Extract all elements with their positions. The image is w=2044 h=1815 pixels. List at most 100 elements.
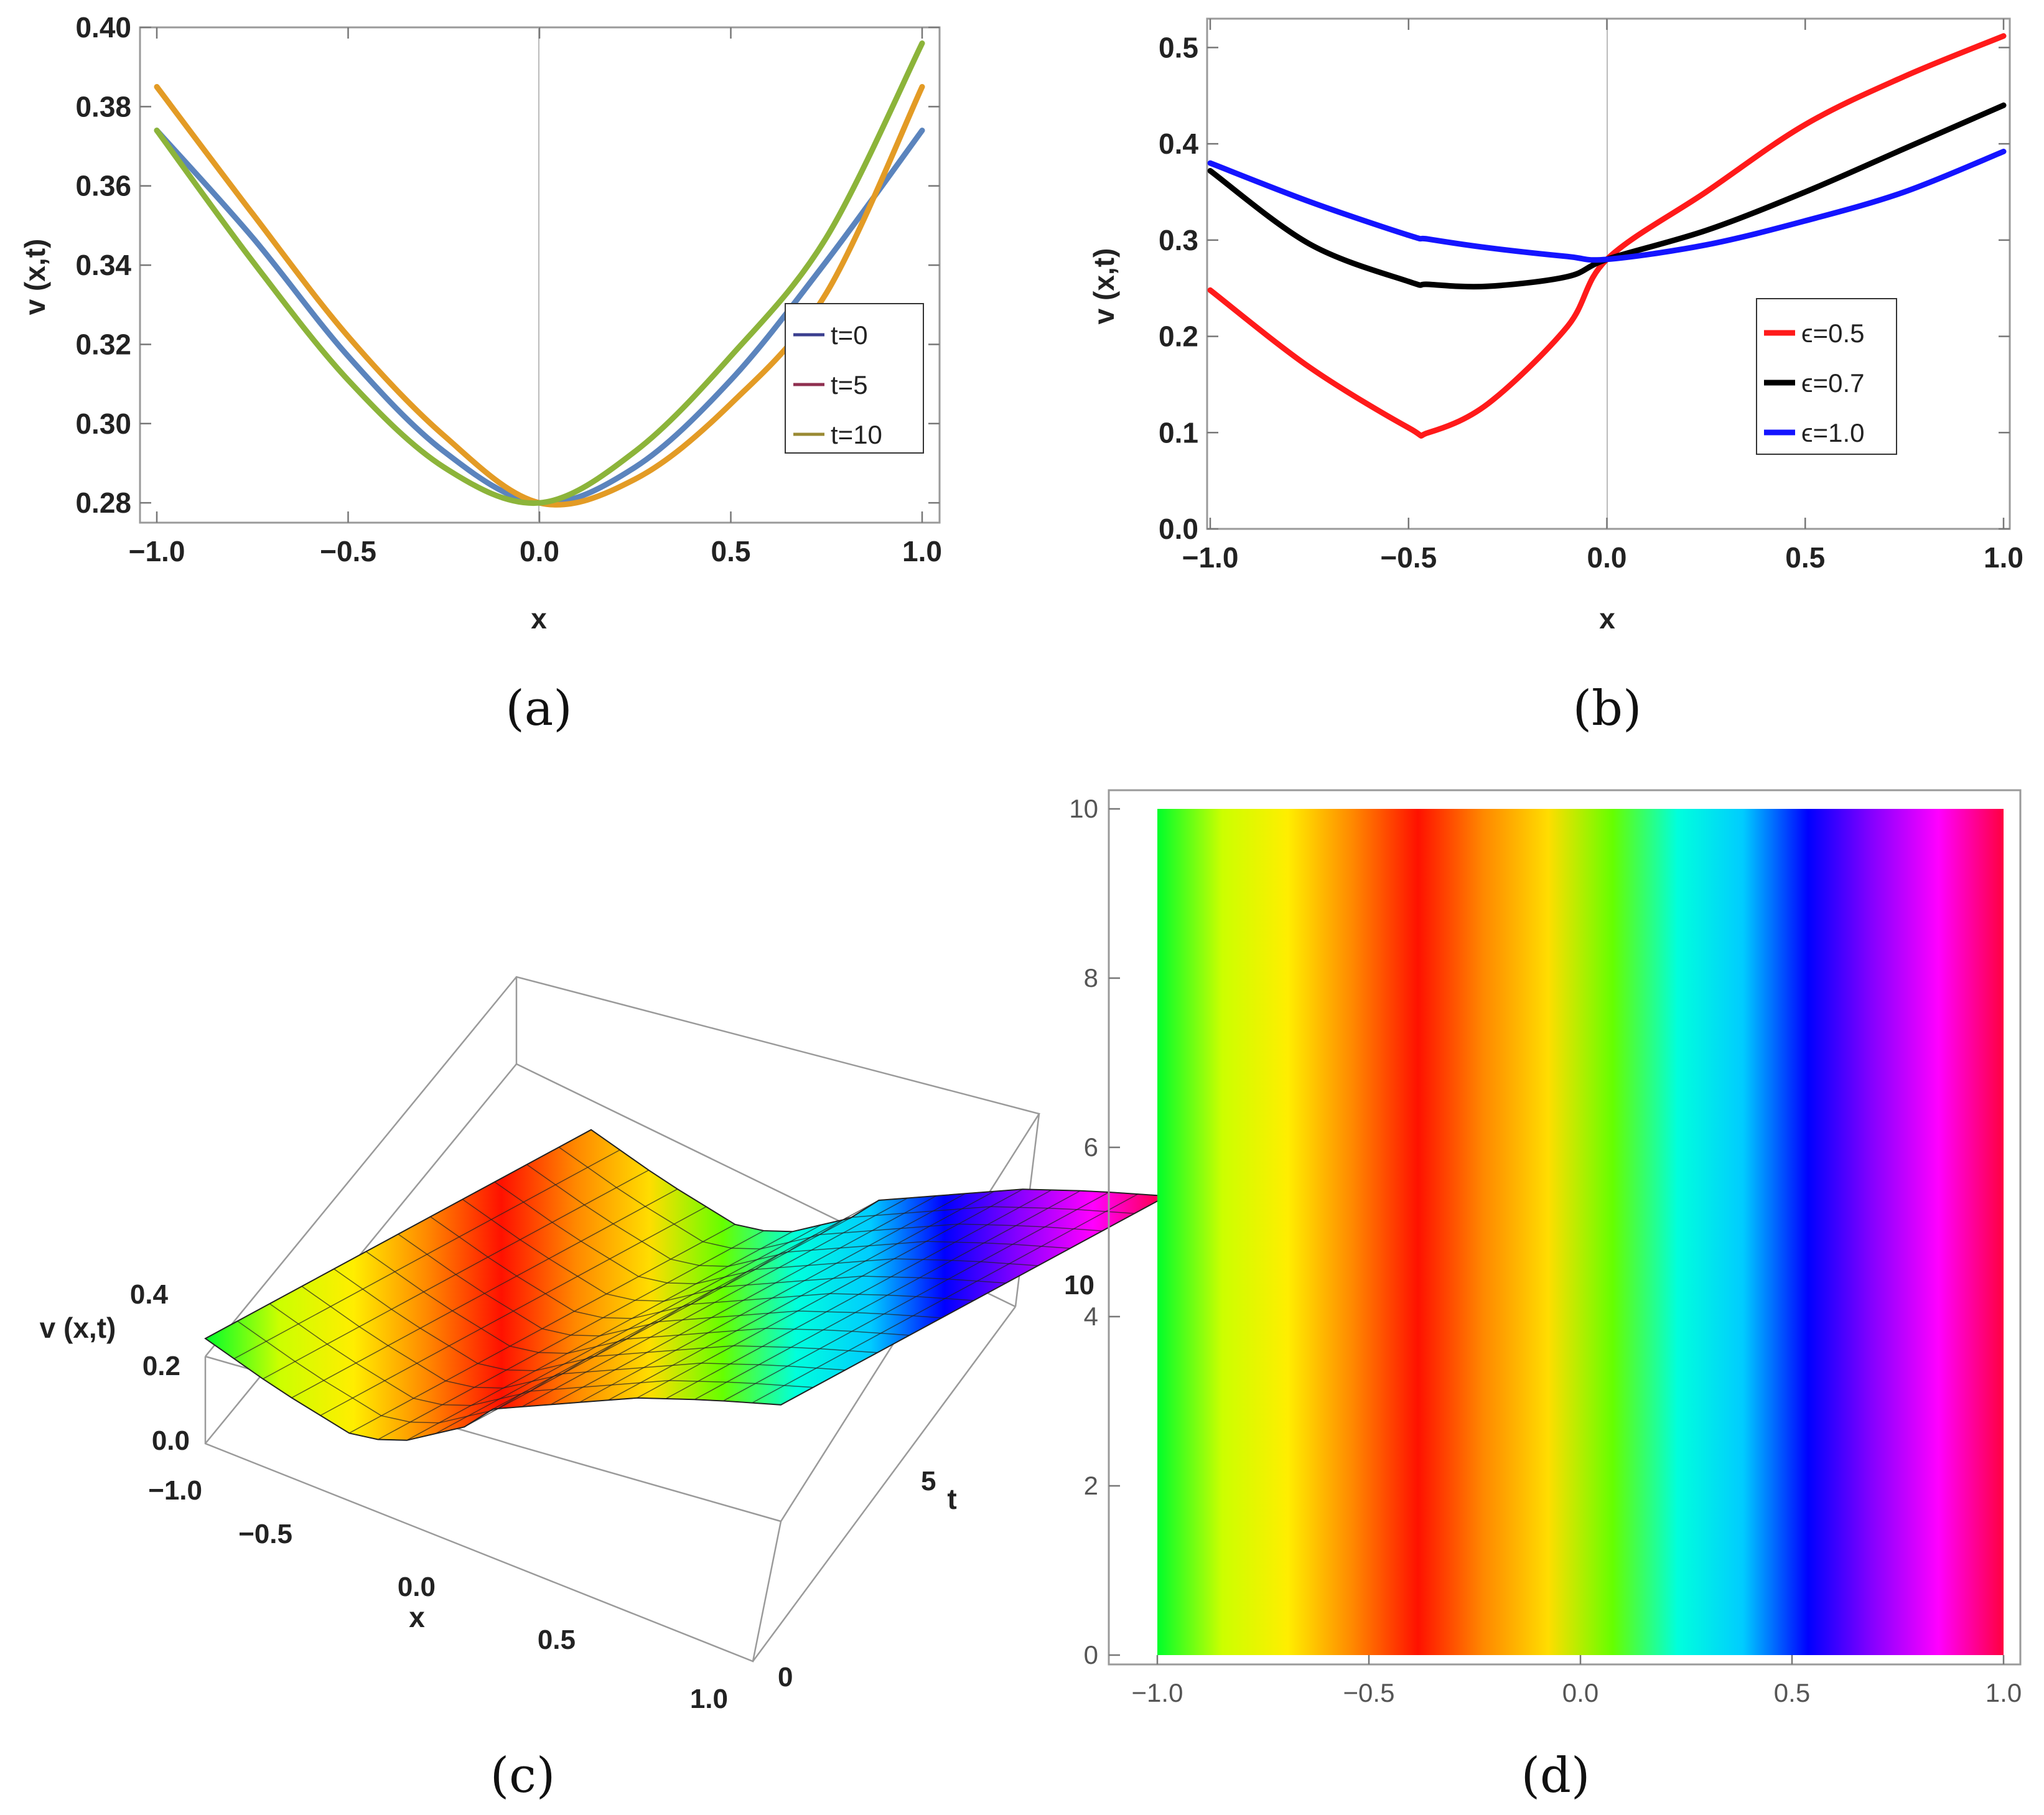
x-tick-label: 1.0 (1984, 541, 2023, 574)
legend-box-b (1756, 298, 1897, 455)
y-tick-label: 0 (1084, 1640, 1098, 1669)
x-tick-label: −0.5 (1380, 541, 1437, 574)
legend-box-a (785, 303, 924, 454)
x-axis-title-a: x (531, 602, 547, 635)
x-tick-label: 1.0 (902, 535, 942, 567)
y-tick-label: 0.0 (1159, 513, 1198, 545)
panel-d: −1.0 −0.5 0.0 0.5 1.0 0 2 4 6 8 10 (d) (1069, 789, 2022, 1804)
x-tick-label: 1.0 (1986, 1678, 2022, 1707)
y-tick-label: 8 (1084, 963, 1098, 992)
x-tick-label: −0.5 (238, 1519, 292, 1549)
x-tick-label: 0.5 (1774, 1678, 1810, 1707)
mesh-line (558, 1147, 1135, 1249)
mesh-line (334, 1268, 910, 1371)
legend-label: t=10 (831, 420, 882, 449)
y-axis-title-a: v (x,t) (19, 239, 51, 315)
z-tick-label: 0.2 (142, 1351, 180, 1381)
mesh-line (494, 1181, 1071, 1284)
mesh-line (301, 1285, 878, 1389)
y-tick-labels-d: 0 2 4 6 8 10 (1069, 794, 1098, 1669)
series-lines-b (1207, 33, 2007, 439)
y-tick-label: 0.3 (1159, 224, 1198, 256)
z-axis-title-c: v (x,t) (40, 1312, 116, 1344)
t-tick-label: 0 (778, 1662, 793, 1692)
legend-label: t=0 (831, 320, 868, 350)
legend-label: ϵ=0.5 (1801, 319, 1864, 348)
z-tick-label: 0.0 (152, 1425, 190, 1456)
mesh-line (365, 1251, 942, 1354)
y-tick-label: 6 (1084, 1132, 1098, 1162)
x-tick-label: 0.0 (398, 1572, 436, 1602)
tick-marks-d (1109, 808, 2005, 1664)
x-tick-label: 0.0 (520, 535, 559, 567)
x-tick-label: 0.5 (711, 535, 751, 567)
mesh-line (462, 1198, 1038, 1302)
legend-a: t=0 t=5 t=10 (785, 303, 924, 454)
surface-patch (204, 1129, 1169, 1441)
plot-frame-d (1108, 789, 2022, 1666)
axis-tick-labels-c: −1.0 −0.5 0.0 0.5 1.0 0 5 10 0.0 0.2 0.4 (130, 1270, 1094, 1714)
x-tick-label: 0.0 (1587, 541, 1627, 574)
y-tick-label: 0.38 (75, 90, 131, 123)
x-tick-label: 1.0 (690, 1684, 728, 1714)
mesh-line (430, 1216, 1006, 1319)
series-line-t=10 (154, 40, 925, 506)
y-tick-label: 0.5 (1159, 31, 1198, 63)
panel-c: −1.0 −0.5 0.0 0.5 1.0 0 5 10 0.0 0.2 0.4 v (x,t) x… (40, 976, 1169, 1804)
caption-d: (d) (1521, 1748, 1590, 1804)
x-tick-label: 0.5 (538, 1625, 576, 1655)
y-tick-label: 0.28 (75, 487, 131, 519)
y-tick-label: 10 (1069, 794, 1098, 823)
legend-label: ϵ=1.0 (1801, 418, 1864, 447)
surface-c (204, 1129, 1169, 1441)
x-tick-label: −0.5 (1343, 1678, 1395, 1707)
x-tick-labels-b: −1.0 −0.5 0.0 0.5 1.0 (1182, 541, 2023, 574)
y-tick-label: 4 (1084, 1302, 1098, 1331)
x-tick-label: −1.0 (129, 535, 185, 567)
tick-marks-b (1207, 19, 2010, 530)
plot-frame-b (1206, 17, 2011, 530)
mesh-line (398, 1233, 974, 1337)
x-tick-label: −1.0 (1182, 541, 1239, 574)
tick-marks-a (140, 26, 940, 523)
x-tick-label: −1.0 (148, 1475, 202, 1506)
series-line-ϵ=0.5 (1207, 33, 2007, 439)
series-line-ϵ=1.0 (1207, 149, 2007, 263)
y-tick-labels-a: 0.28 0.30 0.32 0.34 0.36 0.38 0.40 (75, 11, 131, 519)
mesh-line (590, 1129, 1167, 1233)
series-lines-a (154, 40, 925, 508)
t-tick-label: 10 (1064, 1270, 1094, 1300)
y-tick-label: 0.34 (75, 249, 131, 281)
x-tick-label: −0.5 (320, 535, 376, 567)
legend-b: ϵ=0.5 ϵ=0.7 ϵ=1.0 (1756, 298, 1897, 455)
heatmap-d (1157, 809, 2004, 1655)
legend-label: t=5 (831, 370, 868, 399)
y-tick-label: 0.30 (75, 408, 131, 440)
y-tick-label: 0.4 (1159, 128, 1198, 160)
z-tick-label: 0.4 (130, 1279, 169, 1310)
x-tick-label: 0.0 (1562, 1678, 1598, 1707)
y-tick-labels-b: 0.0 0.1 0.2 0.3 0.4 0.5 (1159, 31, 1198, 545)
panel-a: −1.0 −0.5 0.0 0.5 1.0 0.280.300.320.340.360.… (19, 11, 942, 737)
mesh-line (526, 1164, 1103, 1267)
x-axis-title-c: x (409, 1601, 425, 1633)
mesh-line (205, 1338, 782, 1441)
legend-label: ϵ=0.7 (1801, 368, 1864, 398)
panel-b: −1.0 −0.5 0.0 0.5 1.0 0.0 0.1 0.2 0.3 0.4 0.5 x v… (1088, 17, 2023, 737)
y-tick-label: 0.32 (75, 328, 131, 360)
series-line-ϵ=0.7 (1207, 102, 2007, 290)
x-tick-label: 0.5 (1785, 541, 1825, 574)
mesh-line (269, 1303, 846, 1406)
x-tick-labels-a: −1.0 −0.5 0.0 0.5 1.0 (129, 535, 942, 567)
caption-c: (c) (490, 1748, 556, 1804)
y-tick-label: 0.40 (75, 11, 131, 44)
t-axis-title-c: t (947, 1483, 956, 1515)
x-axis-title-b: x (1599, 602, 1615, 635)
caption-b: (b) (1573, 681, 1642, 737)
t-tick-label: 5 (921, 1466, 936, 1496)
y-tick-label: 0.1 (1159, 416, 1198, 449)
y-tick-label: 0.2 (1159, 320, 1198, 353)
mesh-line (237, 1320, 813, 1424)
y-axis-title-b: v (x,t) (1088, 248, 1120, 325)
